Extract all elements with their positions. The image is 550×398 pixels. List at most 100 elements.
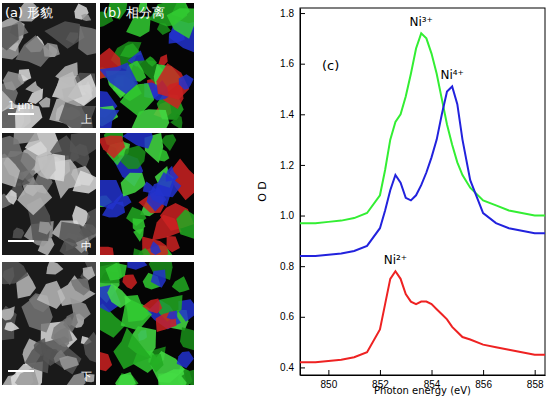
particle: [133, 248, 144, 255]
particle: [3, 71, 24, 90]
particle: [37, 281, 66, 309]
x-tick: 858: [527, 370, 544, 390]
y-tick: 0.8: [280, 261, 305, 272]
particle: [2, 262, 28, 284]
particle: [161, 134, 176, 151]
particle: [158, 54, 167, 65]
particle: [146, 56, 157, 67]
particle: [100, 136, 125, 159]
particle: [73, 170, 96, 193]
particle: [4, 322, 19, 331]
particle: [34, 151, 55, 179]
particle: [78, 26, 96, 55]
particle: [156, 311, 177, 332]
particle: [54, 72, 82, 103]
scale-bar: [8, 370, 34, 372]
phase-image: [100, 262, 194, 385]
y-tick-label: 1.2: [280, 160, 294, 171]
particle: [100, 62, 138, 93]
x-tick-mark: [483, 370, 484, 375]
particle: [46, 262, 63, 274]
panel-label: (a) 形貌: [5, 5, 53, 20]
particle: [167, 310, 178, 319]
y-tick: 1.0: [280, 210, 305, 221]
x-axis-title: Photon energy (eV): [374, 385, 471, 396]
particle: [70, 133, 96, 157]
lines: [300, 33, 545, 362]
particle: [2, 136, 22, 158]
particle: [122, 274, 137, 289]
particle: [181, 368, 194, 385]
particle: [2, 23, 21, 50]
particle: [43, 43, 60, 57]
y-tick-mark: [300, 64, 305, 65]
series-label: Ni⁴⁺: [440, 68, 463, 82]
y-tick-label: 1.8: [280, 8, 294, 19]
series-labels: Ni³⁺Ni⁴⁺Ni²⁺: [384, 15, 464, 267]
y-tick-mark: [300, 266, 305, 267]
y-tick-mark: [300, 317, 305, 318]
particle: [17, 185, 52, 215]
particle: [167, 236, 180, 252]
particle: [83, 332, 96, 364]
y-tick-mark: [300, 114, 305, 115]
particle: [13, 227, 25, 238]
particle: [143, 182, 156, 193]
particle: [2, 24, 19, 50]
y-tick: 1.6: [280, 58, 305, 69]
x-tick: 856: [475, 370, 492, 390]
particle: [39, 222, 52, 235]
particle: [81, 14, 91, 21]
particle: [105, 263, 127, 280]
particle: [83, 267, 95, 280]
x-tick-label: 858: [527, 379, 544, 390]
x-tick: 850: [321, 370, 338, 390]
x-tick-mark: [432, 370, 433, 375]
series-label: Ni³⁺: [409, 15, 432, 29]
particle: [150, 241, 161, 255]
scale-bar-label: 1 μm: [8, 100, 34, 111]
y-tick-label: 0.4: [280, 362, 294, 373]
x-tick-label: 856: [475, 379, 492, 390]
particle: [121, 145, 146, 168]
particle: [150, 354, 164, 373]
particle: [100, 352, 112, 371]
morphology-image: [2, 262, 96, 385]
particle: [34, 338, 46, 356]
y-tick-mark: [300, 367, 305, 368]
x-axis-line: [301, 375, 546, 376]
scale-bar: [8, 240, 34, 242]
y-tick-mark: [300, 165, 305, 166]
particle: [39, 97, 51, 107]
x-tick-mark: [535, 370, 536, 375]
particle: [113, 328, 151, 370]
x-tick-mark: [328, 370, 329, 375]
y-tick-label: 0.8: [280, 261, 294, 272]
particle: [180, 327, 194, 351]
spectrum-line: [300, 86, 545, 256]
particle: [127, 262, 147, 270]
particle: [107, 283, 131, 308]
y-axis: 0.40.60.81.01.21.41.61.8: [280, 8, 305, 376]
y-tick-label: 1.0: [280, 210, 294, 221]
morphology-image: [2, 3, 96, 128]
y-tick: 1.8: [280, 8, 305, 19]
particle: [25, 81, 42, 92]
particle: [59, 102, 96, 128]
particle: [100, 105, 119, 128]
scale-bar: [8, 113, 34, 115]
phase-image: [100, 3, 194, 128]
particle: [151, 270, 166, 288]
particle: [170, 114, 182, 128]
plot-frame: [300, 8, 545, 375]
particle: [142, 299, 162, 314]
particle: [100, 180, 123, 210]
particle: [133, 218, 145, 234]
spectrum-line: [300, 33, 545, 223]
panel-label: (c): [322, 58, 339, 73]
y-tick-label: 1.6: [280, 58, 294, 69]
particle: [159, 149, 170, 161]
particle: [172, 276, 190, 292]
y-tick-label: 1.4: [280, 109, 294, 120]
y-axis-line: [300, 9, 301, 376]
